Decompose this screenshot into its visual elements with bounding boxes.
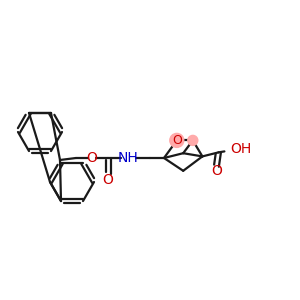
- Circle shape: [188, 135, 198, 146]
- Text: O: O: [103, 173, 113, 187]
- Text: O: O: [172, 134, 182, 147]
- Text: O: O: [211, 164, 222, 178]
- Text: O: O: [87, 151, 98, 165]
- Text: OH: OH: [230, 142, 252, 156]
- Circle shape: [170, 134, 184, 147]
- Text: NH: NH: [118, 151, 138, 165]
